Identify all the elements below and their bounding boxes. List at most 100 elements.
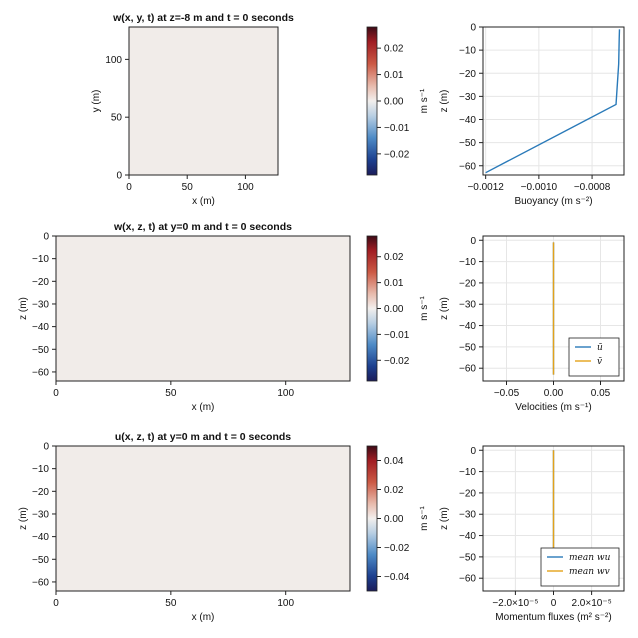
colorbar-tick-label: −0.04: [384, 572, 410, 583]
colorbar-tick-label: 0.01: [384, 278, 404, 289]
y-tick-label: −20: [459, 488, 476, 499]
colorbar-tick-label: 0.00: [384, 97, 404, 108]
y-tick-label: 0: [470, 23, 476, 34]
y-axis-label: z (m): [18, 507, 29, 530]
x-axis-label: x (m): [192, 612, 215, 623]
legend-label-1: v̄: [597, 357, 602, 367]
y-tick-label: −40: [459, 321, 476, 332]
plot-frame: [55, 445, 351, 592]
plot-frame: [128, 26, 279, 176]
y-tick-label: −60: [459, 161, 476, 172]
x-tick-label: −0.05: [494, 388, 520, 399]
colorbar-tick-label: 0.02: [384, 252, 404, 263]
x-tick-label: −2.0×10⁻⁵: [492, 598, 538, 609]
colorbar-tick-label: 0.02: [384, 44, 404, 55]
x-axis-label: Momentum fluxes (m² s⁻²): [495, 612, 611, 623]
colorbar-tick-label: 0.00: [384, 514, 404, 525]
y-tick-label: −60: [32, 577, 49, 588]
y-tick-label: −30: [459, 300, 476, 311]
panel-title: w(x, y, t) at z=-8 m and t = 0 seconds: [112, 12, 294, 24]
x-tick-label: 50: [165, 388, 177, 399]
y-tick-label: −60: [32, 367, 49, 378]
y-tick-label: −20: [459, 69, 476, 80]
y-tick-label: 0: [470, 236, 476, 247]
x-tick-label: −0.0012: [467, 182, 504, 193]
y-tick-label: 100: [105, 55, 122, 66]
plot-frame: [55, 235, 351, 382]
y-tick-label: 0: [116, 171, 122, 182]
y-tick-label: −30: [32, 299, 49, 310]
y-tick-label: −10: [459, 257, 476, 268]
series-line-0: [485, 29, 621, 174]
y-tick-label: −20: [459, 278, 476, 289]
x-tick-label: 0: [551, 598, 557, 609]
y-tick-label: −50: [459, 552, 476, 563]
colorbar-tick-label: 0.02: [384, 485, 404, 496]
legend-box: [568, 337, 620, 377]
y-tick-label: −30: [32, 509, 49, 520]
y-tick-label: 0: [470, 446, 476, 457]
y-tick-label: 0: [43, 442, 49, 453]
y-axis-label: z (m): [439, 297, 450, 320]
colorbar-tick-label: −0.02: [384, 149, 410, 160]
x-tick-label: 0: [126, 182, 132, 193]
y-tick-label: −60: [459, 364, 476, 375]
heatmap-panel-6: u(x, z, t) at y=0 m and t = 0 seconds 0 50…: [18, 431, 351, 623]
line-panel-2: −0.0012 −0.0010 −0.0008 0 −10 −20 −30 −40 −50 −60…: [439, 23, 625, 207]
y-tick-label: −40: [459, 115, 476, 126]
x-axis-label: Buoyancy (m s⁻²): [514, 196, 592, 207]
y-tick-label: −10: [32, 464, 49, 475]
colorbar-4: −0.02 −0.01 0.00 0.01 0.02 m s⁻¹: [366, 235, 430, 382]
heatmap-field: [56, 236, 350, 381]
x-tick-label: 0: [53, 598, 59, 609]
colorbar-tick-label: −0.01: [384, 330, 410, 341]
x-tick-label: 50: [182, 182, 194, 193]
x-tick-label: 100: [237, 182, 254, 193]
y-tick-label: −50: [32, 345, 49, 356]
y-tick-label: −10: [459, 467, 476, 478]
x-axis-label: Velocities (m s⁻¹): [515, 402, 591, 413]
x-axis-label: x (m): [192, 402, 215, 413]
x-tick-label: −0.0008: [574, 182, 611, 193]
colorbar-label: m s⁻¹: [419, 295, 430, 320]
y-tick-label: −20: [32, 277, 49, 288]
y-tick-label: −30: [459, 510, 476, 521]
panel-title: u(x, z, t) at y=0 m and t = 0 seconds: [115, 431, 291, 443]
colorbar-tick-label: 0.04: [384, 456, 404, 467]
colorbar-tick-label: −0.01: [384, 123, 410, 134]
y-tick-label: −50: [459, 138, 476, 149]
x-tick-label: 100: [277, 598, 294, 609]
x-tick-label: 0.05: [591, 388, 611, 399]
y-tick-label: −60: [459, 574, 476, 585]
y-tick-label: −10: [32, 254, 49, 265]
x-tick-label: 0: [53, 388, 59, 399]
colorbar-bar: [367, 236, 377, 381]
y-tick-label: −30: [459, 92, 476, 103]
x-tick-label: 2.0×10⁻⁵: [571, 598, 611, 609]
panel-title: w(x, z, t) at y=0 m and t = 0 seconds: [113, 221, 292, 233]
x-axis-label: x (m): [192, 196, 215, 207]
y-tick-label: 50: [111, 113, 123, 124]
heatmap-panel-0: w(x, y, t) at z=-8 m and t = 0 seconds 0 5…: [91, 12, 294, 207]
y-tick-label: −50: [32, 555, 49, 566]
y-axis-label: z (m): [439, 90, 450, 113]
y-axis-label: y (m): [91, 90, 102, 113]
colorbar-bar: [367, 27, 377, 175]
heatmap-panel-3: w(x, z, t) at y=0 m and t = 0 seconds 0 50…: [18, 221, 351, 413]
y-tick-label: −50: [459, 342, 476, 353]
x-tick-label: 100: [277, 388, 294, 399]
heatmap-field: [129, 27, 278, 175]
y-tick-label: −40: [459, 531, 476, 542]
x-tick-label: 0.00: [544, 388, 564, 399]
colorbar-1: −0.02 −0.01 0.00 0.01 0.02 m s⁻¹: [366, 26, 430, 176]
y-tick-label: −40: [32, 532, 49, 543]
x-tick-label: 50: [165, 598, 177, 609]
legend-label-0: ū: [597, 343, 603, 353]
colorbar-7: −0.04 −0.02 0.00 0.02 0.04 m s⁻¹: [366, 445, 430, 592]
legend-box: [540, 547, 620, 587]
y-tick-label: −10: [459, 46, 476, 57]
y-axis-label: z (m): [18, 297, 29, 320]
y-axis-label: z (m): [439, 507, 450, 530]
y-tick-label: −40: [32, 322, 49, 333]
